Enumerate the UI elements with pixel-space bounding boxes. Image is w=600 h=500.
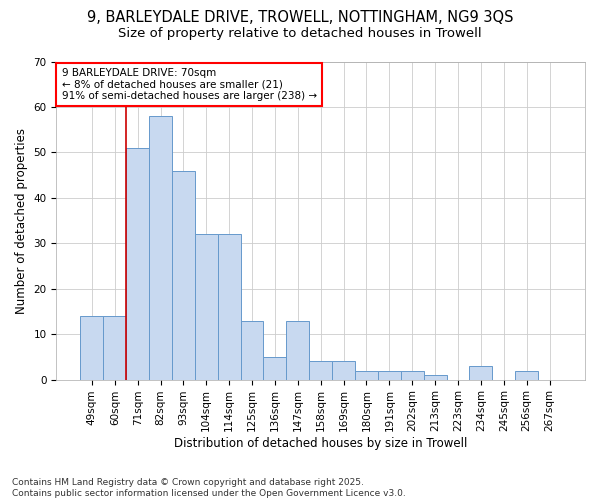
Y-axis label: Number of detached properties: Number of detached properties	[15, 128, 28, 314]
Bar	[103, 316, 126, 380]
Bar	[401, 370, 424, 380]
Bar	[469, 366, 493, 380]
Bar	[355, 370, 378, 380]
Text: 9 BARLEYDALE DRIVE: 70sqm
← 8% of detached houses are smaller (21)
91% of semi-d: 9 BARLEYDALE DRIVE: 70sqm ← 8% of detach…	[62, 68, 317, 101]
Bar	[424, 375, 446, 380]
Bar	[332, 362, 355, 380]
Bar	[309, 362, 332, 380]
Bar	[149, 116, 172, 380]
Text: Size of property relative to detached houses in Trowell: Size of property relative to detached ho…	[118, 28, 482, 40]
Text: 9, BARLEYDALE DRIVE, TROWELL, NOTTINGHAM, NG9 3QS: 9, BARLEYDALE DRIVE, TROWELL, NOTTINGHAM…	[87, 10, 513, 25]
Text: Contains HM Land Registry data © Crown copyright and database right 2025.
Contai: Contains HM Land Registry data © Crown c…	[12, 478, 406, 498]
Bar	[378, 370, 401, 380]
Bar	[126, 148, 149, 380]
Bar	[218, 234, 241, 380]
Bar	[241, 320, 263, 380]
Bar	[263, 357, 286, 380]
Bar	[515, 370, 538, 380]
Bar	[172, 170, 195, 380]
Bar	[286, 320, 309, 380]
Bar	[195, 234, 218, 380]
X-axis label: Distribution of detached houses by size in Trowell: Distribution of detached houses by size …	[174, 437, 467, 450]
Bar	[80, 316, 103, 380]
